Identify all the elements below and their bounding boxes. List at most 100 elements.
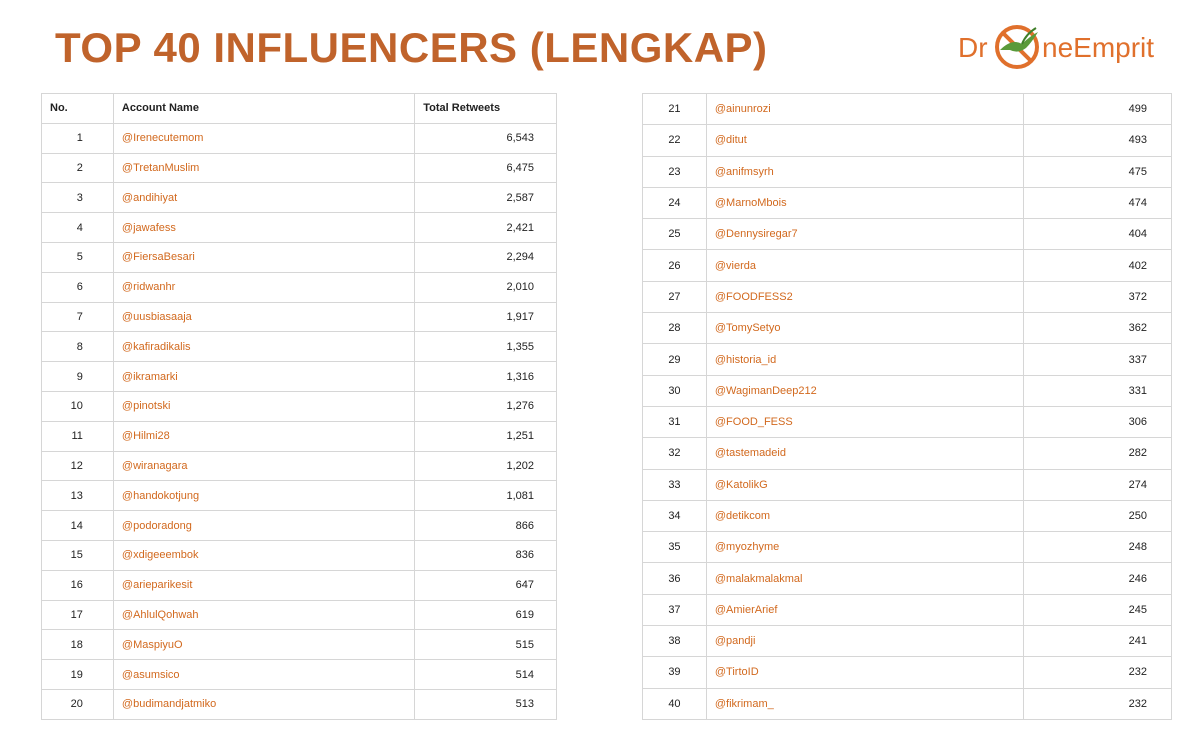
rank-cell: 20	[41, 688, 114, 720]
account-name-link[interactable]: @Irenecutemom	[112, 122, 416, 154]
account-name-link[interactable]: @AhlulQohwah	[112, 599, 416, 631]
account-name-link[interactable]: @xdigeeembok	[112, 539, 416, 571]
account-name-link[interactable]: @anifmsyrh	[705, 155, 1025, 188]
table-row: 10 @pinotski 1,276	[41, 390, 557, 422]
total-retweets-cell: 2,010	[414, 271, 557, 303]
table-row: 36 @malakmalakmal 246	[642, 562, 1172, 595]
table-row: 9 @ikramarki 1,316	[41, 361, 557, 392]
total-retweets-cell: 474	[1023, 186, 1172, 220]
account-name-link[interactable]: @detikcom	[705, 499, 1025, 533]
account-name-link[interactable]: @myozhyme	[705, 531, 1025, 564]
total-retweets-cell: 1,081	[414, 480, 557, 512]
account-name-link[interactable]: @handokotjung	[112, 480, 416, 512]
account-name-link[interactable]: @wiranagara	[112, 450, 416, 482]
rank-cell: 7	[41, 301, 114, 333]
table-row: 29 @historia_id 337	[642, 343, 1172, 376]
rank-cell: 22	[642, 124, 707, 157]
rank-cell: 23	[642, 155, 707, 188]
table-row: 21 @ainunrozi 499	[642, 92, 1172, 126]
account-name-link[interactable]: @ikramarki	[112, 361, 416, 392]
table-row: 27 @FOODFESS2 372	[642, 280, 1172, 314]
account-name-link[interactable]: @arieparikesit	[112, 569, 416, 601]
account-name-link[interactable]: @TirtoID	[705, 656, 1025, 689]
rank-cell: 8	[41, 331, 114, 363]
account-name-link[interactable]: @historia_id	[705, 343, 1025, 376]
account-name-link[interactable]: @Dennysiregar7	[705, 218, 1025, 251]
account-name-link[interactable]: @ainunrozi	[705, 92, 1025, 126]
header-total-retweets: Total Retweets	[414, 93, 557, 124]
table-row: 25 @Dennysiregar7 404	[642, 218, 1172, 251]
account-name-link[interactable]: @fikrimam_	[705, 687, 1025, 720]
total-retweets-cell: 331	[1023, 374, 1172, 407]
account-name-link[interactable]: @ridwanhr	[112, 271, 416, 303]
account-name-link[interactable]: @MaspiyuO	[112, 629, 416, 661]
account-name-link[interactable]: @asumsico	[112, 659, 416, 690]
account-name-link[interactable]: @jawafess	[112, 212, 416, 243]
rank-cell: 40	[642, 687, 707, 720]
total-retweets-cell: 619	[414, 599, 557, 631]
rank-cell: 36	[642, 562, 707, 595]
account-name-link[interactable]: @FOODFESS2	[705, 280, 1025, 314]
rank-cell: 19	[41, 659, 114, 690]
logo-text-dr: Dr	[958, 32, 988, 63]
account-name-link[interactable]: @tastemadeid	[705, 437, 1025, 470]
account-name-link[interactable]: @kafiradikalis	[112, 331, 416, 363]
table-header-row: No. Account Name Total Retweets	[41, 93, 557, 124]
total-retweets-cell: 6,475	[414, 152, 557, 184]
account-name-link[interactable]: @TretanMuslim	[112, 152, 416, 184]
account-name-link[interactable]: @uusbiasaaja	[112, 301, 416, 333]
total-retweets-cell: 274	[1023, 468, 1172, 501]
table-row: 40 @fikrimam_ 232	[642, 687, 1172, 720]
account-name-link[interactable]: @podoradong	[112, 510, 416, 541]
account-name-link[interactable]: @TomySetyo	[705, 312, 1025, 345]
account-name-link[interactable]: @pandji	[705, 625, 1025, 658]
table-row: 38 @pandji 241	[642, 625, 1172, 658]
account-name-link[interactable]: @pinotski	[112, 390, 416, 422]
account-name-link[interactable]: @FiersaBesari	[112, 241, 416, 273]
account-name-link[interactable]: @FOOD_FESS	[705, 405, 1025, 439]
table-row: 16 @arieparikesit 647	[41, 569, 557, 601]
rank-cell: 5	[41, 241, 114, 273]
account-name-link[interactable]: @vierda	[705, 249, 1025, 282]
account-name-link[interactable]: @ditut	[705, 124, 1025, 157]
logo-text-neemprit: neEmprit	[1042, 32, 1155, 63]
rank-cell: 25	[642, 218, 707, 251]
table-row: 18 @MaspiyuO 515	[41, 629, 557, 661]
total-retweets-cell: 1,316	[414, 361, 557, 392]
account-name-link[interactable]: @Hilmi28	[112, 420, 416, 452]
table-row: 22 @ditut 493	[642, 124, 1172, 157]
rank-cell: 13	[41, 480, 114, 512]
rank-cell: 31	[642, 405, 707, 439]
table-row: 26 @vierda 402	[642, 249, 1172, 282]
account-name-link[interactable]: @andihiyat	[112, 182, 416, 214]
table-row: 6 @ridwanhr 2,010	[41, 271, 557, 303]
account-name-link[interactable]: @budimandjatmiko	[112, 688, 416, 720]
table-row: 31 @FOOD_FESS 306	[642, 405, 1172, 439]
account-name-link[interactable]: @KatolikG	[705, 468, 1025, 501]
total-retweets-cell: 2,294	[414, 241, 557, 273]
table-row: 8 @kafiradikalis 1,355	[41, 331, 557, 363]
page-title: TOP 40 INFLUENCERS (LENGKAP)	[55, 24, 768, 71]
total-retweets-cell: 866	[414, 510, 557, 541]
total-retweets-cell: 402	[1023, 249, 1172, 282]
total-retweets-cell: 241	[1023, 625, 1172, 658]
rank-cell: 4	[41, 212, 114, 243]
total-retweets-cell: 1,202	[414, 450, 557, 482]
total-retweets-cell: 1,251	[414, 420, 557, 452]
account-name-link[interactable]: @malakmalakmal	[705, 562, 1025, 595]
total-retweets-cell: 2,587	[414, 182, 557, 214]
drone-no-sign-bird-icon	[995, 25, 1039, 69]
rank-cell: 39	[642, 656, 707, 689]
account-name-link[interactable]: @MarnoMbois	[705, 186, 1025, 220]
table-row: 13 @handokotjung 1,081	[41, 480, 557, 512]
total-retweets-cell: 1,355	[414, 331, 557, 363]
account-name-link[interactable]: @AmierArief	[705, 593, 1025, 627]
table-row: 28 @TomySetyo 362	[642, 312, 1172, 345]
total-retweets-cell: 372	[1023, 280, 1172, 314]
table-row: 4 @jawafess 2,421	[41, 212, 557, 243]
rank-cell: 18	[41, 629, 114, 661]
total-retweets-cell: 836	[414, 539, 557, 571]
table-row: 33 @KatolikG 274	[642, 468, 1172, 501]
rank-cell: 14	[41, 510, 114, 541]
account-name-link[interactable]: @WagimanDeep212	[705, 374, 1025, 407]
